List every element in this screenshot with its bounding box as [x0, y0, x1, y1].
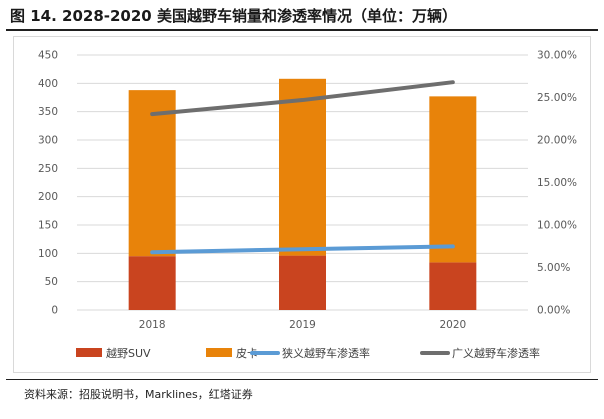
bar-segment — [429, 96, 477, 263]
legend-label: 狭义越野车渗透率 — [282, 346, 370, 360]
chart: 0 50 100 150 200 250 300 350 400 450 0.00% 5.00% 10… — [38, 50, 577, 361]
source-note: 资料来源：招股说明书，Marklines，红塔证券 — [24, 388, 253, 401]
source-divider — [6, 379, 598, 380]
title-divider — [6, 29, 598, 31]
x-tick-label: 2019 — [289, 319, 316, 331]
bar-segment — [429, 262, 477, 310]
left-tick-label: 400 — [38, 78, 58, 90]
bar-segment — [279, 255, 326, 310]
right-tick-label: 20.00% — [537, 135, 577, 147]
x-tick-label: 2020 — [439, 319, 466, 331]
x-tick-label: 2018 — [139, 319, 166, 331]
series-line — [150, 244, 455, 255]
right-tick-label: 5.00% — [537, 262, 570, 274]
legend-label: 广义越野车渗透率 — [452, 346, 540, 360]
right-tick-label: 0.00% — [537, 305, 570, 317]
left-tick-label: 300 — [38, 135, 58, 147]
left-axis-ticks: 0 50 100 150 200 250 300 350 400 450 — [38, 50, 58, 317]
lines — [150, 80, 455, 255]
bar-segment — [128, 256, 176, 310]
legend-label: 皮卡 — [236, 347, 258, 360]
bar-segment — [279, 78, 326, 256]
left-tick-label: 50 — [45, 276, 58, 288]
right-tick-label: 15.00% — [537, 177, 577, 189]
right-tick-label: 25.00% — [537, 92, 577, 104]
figure-title: 图 14. 2028-2020 美国越野车销量和渗透率情况（单位：万辆） — [10, 7, 457, 25]
right-tick-label: 10.00% — [537, 220, 577, 232]
left-tick-label: 450 — [38, 50, 58, 62]
bars — [128, 78, 477, 310]
right-axis-ticks: 0.00% 5.00% 10.00% 15.00% 20.00% 25.00% 30.00% — [537, 50, 577, 317]
left-tick-label: 200 — [38, 191, 58, 203]
bar-segment — [128, 90, 176, 257]
left-tick-label: 350 — [38, 106, 58, 118]
x-axis-ticks: 2018 2019 2020 — [139, 319, 466, 331]
chart-frame: 0 50 100 150 200 250 300 350 400 450 0.00% 5.00% 10… — [13, 36, 591, 373]
left-tick-label: 250 — [38, 163, 58, 175]
right-tick-label: 30.00% — [537, 50, 577, 62]
legend: 越野SUV 皮卡 狭义越野车渗透率 广义越野车渗透率 — [76, 346, 540, 360]
legend-label: 越野SUV — [106, 346, 151, 360]
legend-swatch — [76, 348, 102, 357]
left-tick-label: 150 — [38, 220, 58, 232]
series-line — [150, 80, 455, 117]
legend-swatch — [206, 348, 232, 357]
left-tick-label: 100 — [38, 248, 58, 260]
left-tick-label: 0 — [51, 305, 58, 317]
